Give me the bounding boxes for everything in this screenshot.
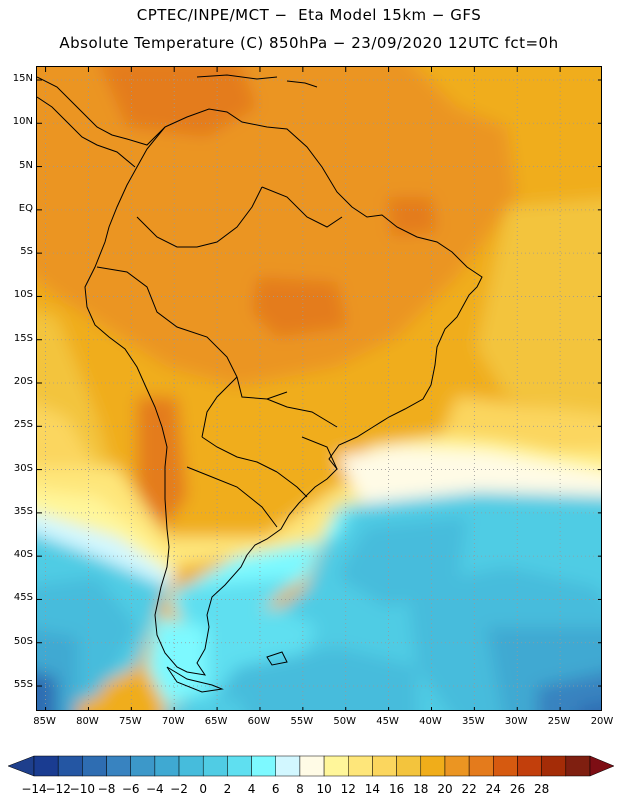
coastlines — [37, 74, 483, 693]
colorbar-box — [227, 755, 252, 777]
colorbar-box — [202, 755, 228, 777]
latitude-tick-label: 15S — [13, 332, 33, 344]
longitude-tick-label: 55W — [290, 716, 314, 727]
colorbar-tick-label: −4 — [146, 782, 164, 796]
colorbar-tick-label: 2 — [223, 782, 232, 796]
latitude-tick-label: 40S — [13, 549, 33, 561]
latitude-tick-label: 50S — [13, 635, 33, 647]
colorbar-box — [251, 755, 276, 777]
colorbar-tick-label: 18 — [413, 782, 429, 796]
longitude-tick-label: 40W — [419, 716, 442, 727]
latitude-tick-label: 30S — [13, 462, 33, 474]
colorbar-box — [565, 755, 591, 777]
colorbar-tick-label: 12 — [340, 782, 356, 796]
colorbar-box — [323, 755, 349, 777]
colorbar-box — [57, 755, 83, 777]
colorbar-box — [468, 755, 494, 777]
colorbar-box — [517, 755, 542, 777]
colorbar-tick-label: 26 — [509, 782, 526, 796]
colorbar-tick-label: −14 — [21, 782, 47, 796]
title-line-2: Absolute Temperature (C) 850hPa − 23/09/… — [59, 34, 559, 52]
longitude-tick-label: 65W — [204, 716, 228, 727]
latitude-tick-label: 15N — [12, 72, 33, 84]
temperature-field — [37, 67, 601, 710]
colorbar-tick-label: 28 — [534, 782, 550, 796]
latitude-tick-label: 5N — [19, 159, 33, 171]
map-panel — [36, 66, 602, 711]
colorbar-box — [493, 755, 518, 777]
latitude-tick-label: 10S — [13, 289, 33, 301]
latitude-tick-label: 45S — [13, 592, 33, 604]
longitude-tick-label: 25W — [547, 716, 571, 727]
colorbar-tick-label: 24 — [485, 782, 501, 796]
colorbar-box — [372, 755, 397, 777]
colorbar-over-triangle — [589, 755, 615, 777]
colorbar-tick-label: −2 — [170, 782, 188, 796]
field-layers — [37, 67, 601, 710]
colorbar-tick-label: 10 — [316, 782, 332, 796]
colorbar-tick-label: 22 — [461, 782, 477, 796]
colorbar-tick-label: −6 — [121, 782, 140, 796]
latitude-tick-label: 10N — [12, 116, 33, 128]
colorbar-box — [106, 755, 131, 777]
colorbar-box — [154, 755, 180, 777]
colorbar-box — [420, 755, 446, 777]
colorbar-box — [299, 755, 325, 777]
colorbar-box — [130, 755, 156, 777]
colorbar-tick-label: 20 — [437, 782, 453, 796]
longitude-tick-label: 45W — [376, 716, 399, 727]
longitude-tick-label: 50W — [333, 716, 357, 727]
title-line-1: CPTEC/INPE/MCT − Eta Model 15km − GFS — [136, 6, 482, 24]
colorbar-box — [444, 755, 470, 777]
latitude-tick-label: 20S — [13, 376, 33, 387]
colorbar-box — [541, 755, 567, 777]
colorbar-tick-label: −8 — [97, 782, 116, 796]
longitude-tick-label: 75W — [119, 716, 142, 727]
colorbar-box — [82, 755, 107, 777]
colorbar-tick-label: 4 — [247, 782, 256, 796]
latitude-tick-label: EQ — [18, 202, 33, 214]
colorbar-box — [178, 755, 204, 777]
colorbar-tick-label: 14 — [364, 782, 381, 796]
longitude-tick-label: 85W — [33, 716, 56, 727]
longitude-tick-label: 35W — [462, 716, 485, 727]
latitude-tick-label: 35S — [13, 505, 33, 517]
colorbar — [7, 755, 615, 777]
colorbar-tick-label: −10 — [69, 782, 95, 796]
longitude-tick-label: 60W — [247, 716, 271, 727]
colorbar-tick-label: 8 — [296, 782, 304, 796]
latitude-tick-label: 25S — [13, 419, 33, 431]
colorbar-box — [396, 755, 422, 777]
longitude-tick-label: 20W — [590, 716, 614, 727]
colorbar-tick-label: 16 — [388, 782, 405, 796]
colorbar-box — [275, 755, 301, 777]
colorbar-box — [348, 755, 373, 777]
colorbar-under-triangle — [7, 755, 35, 777]
colorbar-tick-label: −12 — [45, 782, 71, 796]
latitude-tick-label: 5S — [20, 246, 33, 258]
latitude-tick-label: 55S — [13, 679, 33, 691]
longitude-tick-label: 30W — [504, 716, 528, 727]
longitude-tick-label: 70W — [161, 716, 185, 727]
colorbar-tick-label: 6 — [271, 782, 280, 796]
colorbar-box — [33, 755, 59, 777]
colorbar-tick-label: 0 — [199, 782, 208, 796]
longitude-tick-label: 80W — [76, 716, 99, 727]
